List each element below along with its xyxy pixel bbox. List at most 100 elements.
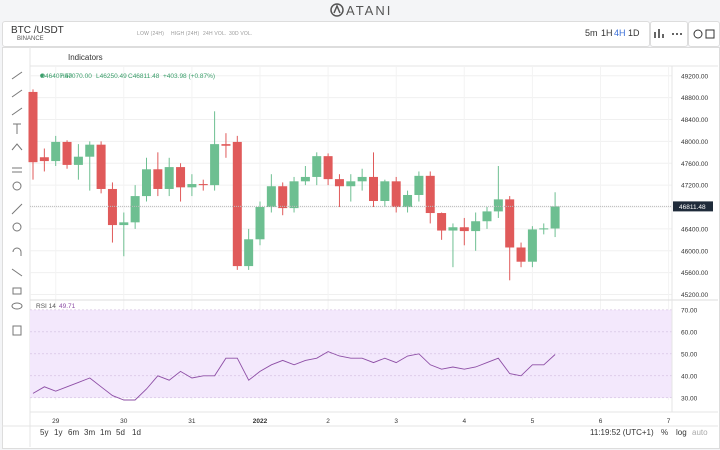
candle-body (39, 157, 49, 162)
timeframe[interactable]: 5m (585, 28, 598, 38)
toolbar: BTC /USDT BINANCE LOW (24H) HIGH (24H) 2… (2, 21, 650, 47)
candle-body (403, 194, 413, 208)
indicators-button[interactable]: Indicators (68, 53, 103, 62)
candle-body (493, 199, 503, 212)
x-tick-label: 5 (531, 418, 535, 425)
y-tick-label: 48800.00 (681, 95, 708, 102)
stat: 24H VOL. (203, 31, 227, 37)
range[interactable]: 1d (132, 428, 141, 437)
pair[interactable]: BTC /USDT (11, 25, 64, 36)
x-tick-label: 2022 (253, 418, 268, 425)
candle-body (96, 144, 106, 189)
x-tick-label: 7 (667, 418, 671, 425)
y-tick-label: 48400.00 (681, 117, 708, 124)
candle-body (425, 175, 435, 214)
timeframe[interactable]: 1D (628, 28, 640, 38)
x-tick-label: 3 (394, 418, 398, 425)
candle-body (346, 181, 356, 187)
candle-body (210, 144, 220, 186)
y-tick-label: 46000.00 (681, 248, 708, 255)
logo-icon (330, 3, 344, 17)
y-tick-label: 45600.00 (681, 270, 708, 277)
range[interactable]: 6m (68, 428, 80, 437)
timeframe[interactable]: 4H (614, 28, 626, 38)
ohlc-value: H47070.00 (60, 73, 92, 80)
range[interactable]: 1m (100, 428, 112, 437)
tools-icon (654, 29, 682, 38)
clock: 11:19:52 (UTC+1) (590, 428, 654, 437)
candle-body (448, 227, 458, 231)
candle-body (164, 167, 174, 189)
y-tick-label: 60.00 (681, 329, 698, 336)
snapshot[interactable] (688, 21, 720, 47)
y-tick-label: 48000.00 (681, 139, 708, 146)
y-tick-label: 49200.00 (681, 73, 708, 80)
candle-body (380, 181, 390, 202)
x-tick-label: 2 (326, 418, 330, 425)
x-tick-label: 30 (120, 418, 128, 425)
option[interactable]: % (661, 428, 669, 437)
candle-body (539, 228, 549, 230)
snapshot-icon (693, 29, 715, 39)
candle-body (187, 184, 197, 188)
range[interactable]: 3m (84, 428, 96, 437)
candle-body (198, 184, 208, 186)
stat: HIGH (24H) (171, 31, 200, 37)
candle-body (278, 186, 288, 209)
candle-body (437, 213, 447, 231)
option[interactable]: auto (692, 428, 708, 437)
left-tools (11, 71, 23, 336)
candle-body (244, 239, 254, 267)
rsi-line (32, 351, 556, 401)
tools[interactable] (650, 21, 688, 47)
stat: LOW (24H) (137, 31, 165, 37)
y-tick-label: 45200.00 (681, 292, 708, 299)
ohlc-value: C46811.48 (128, 73, 160, 80)
candle-body (459, 227, 469, 232)
candle-body (289, 181, 299, 209)
y-tick-label: 46400.00 (681, 226, 708, 233)
candle-body (527, 229, 537, 262)
price-badge (673, 201, 713, 212)
y-tick-label: 50.00 (681, 351, 698, 358)
x-tick-label: 4 (462, 418, 466, 425)
logo-text: ATANI (346, 3, 393, 18)
candle-body (334, 179, 344, 187)
candle-body (369, 176, 378, 202)
candle-body (232, 141, 242, 267)
y-tick-label: 47600.00 (681, 161, 708, 168)
candle-body (516, 247, 526, 262)
candle-body (28, 91, 38, 163)
status-dot (40, 73, 44, 78)
candle-body (266, 186, 276, 208)
candle-body (300, 176, 310, 182)
range[interactable]: 5y (40, 428, 49, 437)
stat: 30D VOL. (229, 31, 253, 37)
candle-body (153, 169, 163, 189)
plot-area: 45200.0045600.0046000.0046400.0046800.00… (2, 66, 718, 427)
candle-body (142, 169, 151, 197)
candle-body (107, 188, 117, 226)
candle-body (550, 206, 560, 229)
x-tick-label: 6 (599, 418, 603, 425)
header: ATANI (0, 0, 720, 20)
range[interactable]: 1y (54, 428, 63, 437)
timeframe[interactable]: 1H (601, 28, 613, 38)
candle-body (62, 141, 72, 165)
candle-body (505, 199, 515, 248)
y-tick-label: 40.00 (681, 373, 698, 380)
exchange[interactable]: BINANCE (17, 36, 44, 42)
option[interactable]: log (676, 428, 687, 437)
candle-body (357, 176, 367, 182)
candle-body (391, 181, 401, 208)
price-label: 46811.48 (679, 204, 706, 211)
range[interactable]: 5d (116, 428, 125, 437)
candle-body (323, 156, 333, 180)
x-tick-label: 29 (52, 418, 60, 425)
rsi-value: 49.71 (59, 303, 76, 310)
y-tick-label: 30.00 (681, 395, 698, 402)
candle-body (119, 222, 129, 226)
x-tick-label: 31 (188, 418, 196, 425)
